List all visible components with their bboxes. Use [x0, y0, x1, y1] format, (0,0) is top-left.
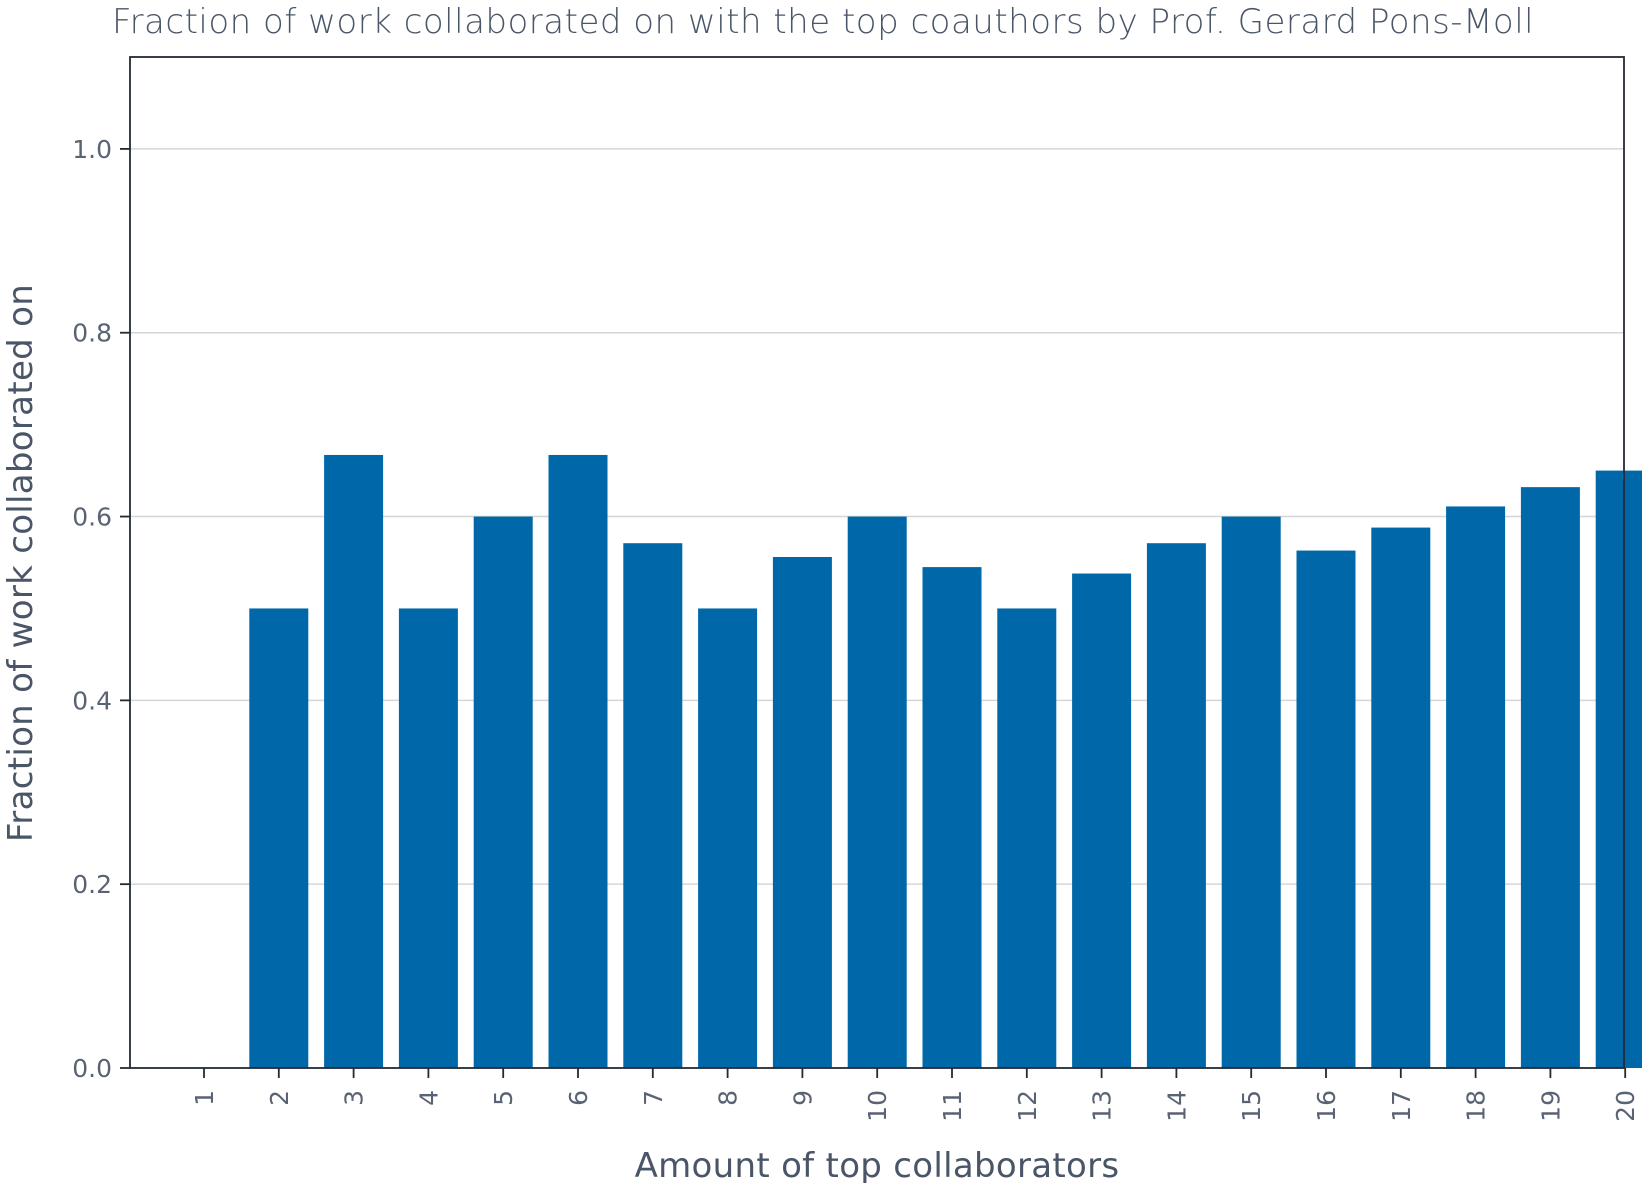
y-tick-label: 1.0	[72, 135, 112, 164]
bar	[1520, 487, 1580, 1069]
x-tick-label: 18	[1462, 1090, 1491, 1122]
bars	[249, 454, 1642, 1069]
bar	[623, 543, 683, 1068]
x-tick-label: 7	[639, 1090, 668, 1106]
x-tick-label: 2	[265, 1090, 294, 1106]
bar	[1446, 506, 1506, 1069]
x-tick-label: 5	[489, 1090, 518, 1106]
x-tick-label: 10	[863, 1090, 892, 1122]
x-tick-label: 3	[340, 1090, 369, 1106]
x-tick-label: 11	[938, 1090, 967, 1122]
chart-title: Fraction of work collaborated on with th…	[112, 2, 1534, 42]
bar	[1296, 550, 1356, 1068]
y-tick-label: 0.4	[72, 686, 112, 715]
y-axis-label: Fraction of work collaborated on	[1, 284, 41, 842]
y-tick-label: 0.2	[72, 870, 112, 899]
x-axis-label: Amount of top collaborators	[635, 1146, 1120, 1183]
bar	[548, 454, 608, 1068]
x-tick-label: 6	[564, 1090, 593, 1106]
bar	[1221, 516, 1281, 1068]
bar	[1072, 573, 1132, 1068]
x-tick-label: 9	[788, 1090, 817, 1106]
bar	[324, 454, 384, 1068]
x-tick-label: 1	[190, 1090, 219, 1106]
x-tick-label: 17	[1387, 1090, 1416, 1122]
x-tick-label: 14	[1162, 1090, 1191, 1122]
bar	[997, 608, 1057, 1068]
y-tick-label: 0.8	[72, 319, 112, 348]
x-tick-label: 8	[714, 1090, 743, 1106]
bar	[698, 608, 758, 1068]
bar	[772, 556, 832, 1068]
bar	[249, 608, 309, 1068]
x-tick-label: 15	[1237, 1090, 1266, 1122]
bar	[473, 516, 533, 1068]
x-tick-label: 16	[1312, 1090, 1341, 1122]
bar	[1146, 543, 1206, 1068]
y-tick-label: 0.0	[72, 1054, 112, 1083]
bar	[1371, 527, 1431, 1068]
bar	[1595, 470, 1642, 1068]
bar	[847, 516, 907, 1068]
y-axis-ticks: 0.0 0.2 0.4 0.6 0.8 1.0	[72, 135, 130, 1083]
x-tick-label: 4	[414, 1090, 443, 1106]
y-tick-label: 0.6	[72, 503, 112, 532]
x-tick-label: 12	[1013, 1090, 1042, 1122]
x-tick-label: 19	[1536, 1090, 1565, 1122]
x-axis-ticks: 1 2 3 4 5 6 7 8 9 10 11 12 13 14 15 16 17 18 19 20	[190, 1068, 1640, 1122]
x-tick-label: 13	[1088, 1090, 1117, 1122]
bar	[398, 608, 458, 1068]
bar	[922, 567, 982, 1068]
x-tick-label: 20	[1611, 1090, 1640, 1122]
